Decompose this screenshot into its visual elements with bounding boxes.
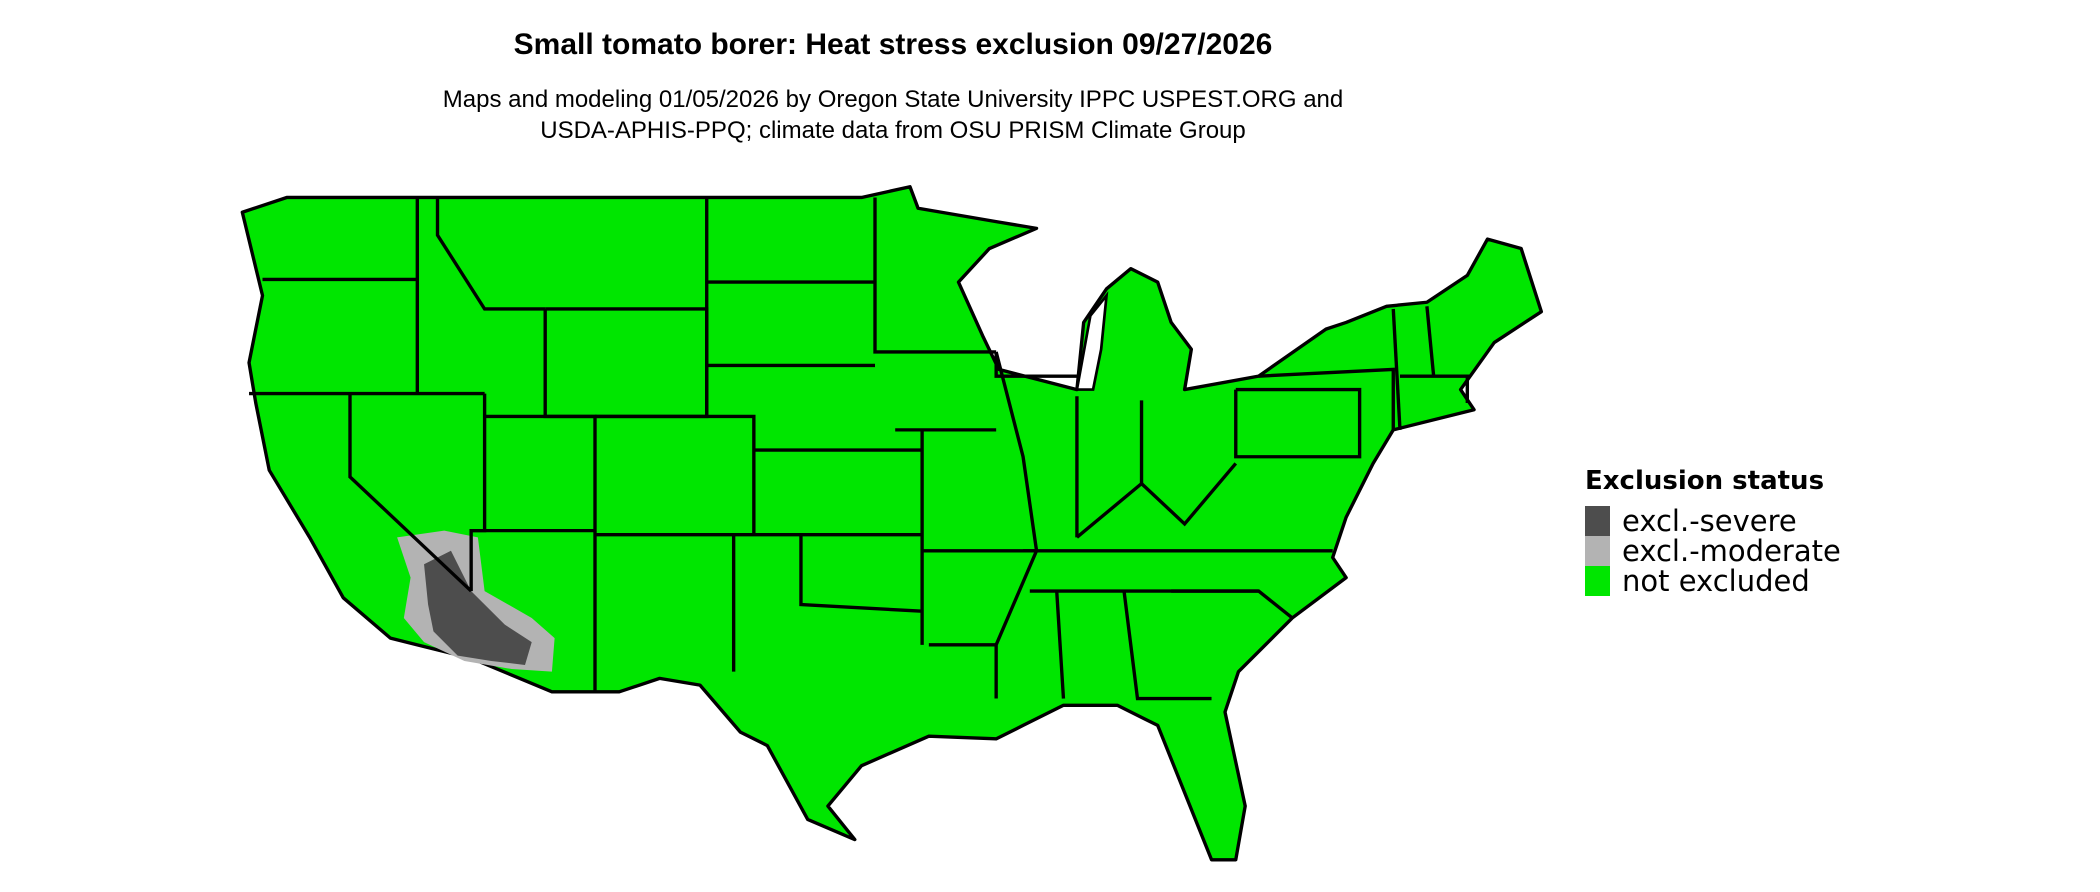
legend-label: excl.-moderate xyxy=(1622,534,1841,568)
legend-item-severe: excl.-severe xyxy=(1585,504,1841,538)
legend-label: excl.-severe xyxy=(1622,504,1797,538)
legend-item-not-excluded: not excluded xyxy=(1585,564,1841,598)
legend-item-moderate: excl.-moderate xyxy=(1585,534,1841,568)
subtitle-line-2: USDA-APHIS-PPQ; climate data from OSU PR… xyxy=(540,117,1246,144)
legend-swatch-moderate xyxy=(1585,536,1610,566)
legend-label: not excluded xyxy=(1622,564,1810,598)
subtitle-line-1: Maps and modeling 01/05/2026 by Oregon S… xyxy=(442,86,1344,113)
legend: Exclusion status excl.-severe excl.-mode… xyxy=(1585,466,1841,598)
state-borders xyxy=(249,197,1469,701)
lake-michigan xyxy=(1075,291,1109,391)
legend-swatch-severe xyxy=(1585,506,1610,536)
us-outline xyxy=(240,185,1544,862)
legend-title: Exclusion status xyxy=(1585,466,1825,496)
excl-severe-area xyxy=(424,550,532,665)
map-title: Small tomato borer: Heat stress exclusio… xyxy=(513,28,1273,61)
map-subtitle: Maps and modeling 01/05/2026 by Oregon S… xyxy=(0,84,1786,146)
legend-swatch-not-excluded xyxy=(1585,566,1610,596)
